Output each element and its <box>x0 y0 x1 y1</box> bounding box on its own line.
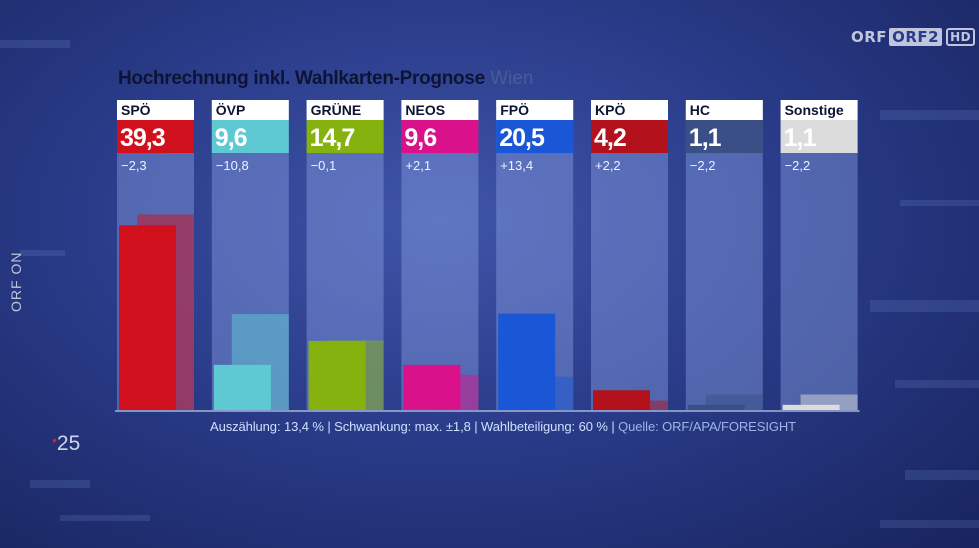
background-streak-4 <box>870 300 979 312</box>
change-label-fpo: +13,4 <box>500 158 533 173</box>
background-streak-3 <box>900 200 979 206</box>
year-mark-text: 25 <box>56 432 81 455</box>
chart-baseline <box>115 410 860 412</box>
change-label-ovp: −10,8 <box>216 158 249 173</box>
party-label-bg-grune <box>306 100 384 120</box>
bar-current-kpo <box>593 390 650 410</box>
channel-logo-orf: ORF <box>851 28 888 46</box>
background-streak-2 <box>880 110 979 120</box>
value-label-neos: 9,6 <box>404 124 436 152</box>
bar-current-fpo <box>498 313 556 410</box>
party-label-neos: NEOS <box>405 102 445 118</box>
bar-current-neos <box>403 364 461 410</box>
bar-current-grune <box>308 340 366 410</box>
year-dot-icon: • <box>52 432 57 448</box>
background-streak-5 <box>895 380 979 388</box>
hd-badge: HD <box>946 28 976 46</box>
value-label-hc: 1,1 <box>689 124 722 152</box>
value-box-ovp <box>211 120 289 153</box>
footer-sep-3: | <box>611 419 615 434</box>
value-label-spo: 39,3 <box>120 124 165 152</box>
background-streak-7 <box>30 480 90 488</box>
value-label-fpo: 20,5 <box>499 124 545 152</box>
value-box-neos <box>401 120 479 153</box>
value-label-kpo: 4,2 <box>594 124 626 152</box>
bar-current-spo <box>119 225 176 410</box>
year-mark: •25 <box>52 432 80 456</box>
change-label-hc: −2,2 <box>690 158 716 173</box>
party-label-bg-ovp <box>211 100 289 120</box>
chart-footer: Auszählung: 13,4 % | Schwankung: max. ±1… <box>210 419 796 434</box>
footer-fluctuation: Schwankung: max. ±1,8 <box>334 419 471 434</box>
value-box-grune <box>306 120 384 153</box>
value-box-fpo <box>496 120 574 153</box>
footer-sep-1: | <box>327 419 331 434</box>
value-box-spo <box>117 120 194 153</box>
party-label-bg-kpo <box>591 100 668 120</box>
bar-current-ovp <box>213 364 271 410</box>
party-label-bg-neos <box>401 100 479 120</box>
party-label-bg-sonstige <box>780 100 858 120</box>
value-box-kpo <box>591 120 668 153</box>
channel-logo: ORF ORF2 HD <box>851 27 976 47</box>
background-streak-8 <box>60 515 150 521</box>
party-label-bg-spo <box>117 100 194 120</box>
party-label-bg-hc <box>685 100 763 120</box>
background-streak-6 <box>905 470 979 480</box>
footer-counting: Auszählung: 13,4 % <box>210 419 324 434</box>
footer-sep-2: | <box>474 419 478 434</box>
footer-source: Quelle: ORF/APA/FORESIGHT <box>618 419 796 434</box>
value-box-hc <box>685 120 763 153</box>
value-box-sonstige <box>780 120 858 153</box>
background-streak-0 <box>0 40 70 48</box>
chart-title: Hochrechnung inkl. Wahlkarten-Prognose W… <box>118 68 533 90</box>
party-label-kpo: KPÖ <box>595 102 625 118</box>
background-streak-9 <box>880 520 979 528</box>
footer-turnout: Wahlbeteiligung: 60 % <box>481 419 608 434</box>
change-label-grune: −0,1 <box>311 158 337 173</box>
bar-current-hc <box>687 404 745 410</box>
chart-title-region: Wien <box>490 68 534 89</box>
party-label-bg-fpo <box>496 100 574 120</box>
party-label-fpo: FPÖ <box>500 102 529 118</box>
change-label-kpo: +2,2 <box>595 158 621 173</box>
channel-logo-number: ORF2 <box>889 28 943 46</box>
party-label-ovp: ÖVP <box>216 102 246 118</box>
party-label-hc: HC <box>690 102 710 118</box>
party-label-sonstige: Sonstige <box>785 102 844 118</box>
change-label-sonstige: −2,2 <box>785 158 811 173</box>
party-label-spo: SPÖ <box>121 102 151 118</box>
background-streak-1 <box>20 250 65 256</box>
bar-current-sonstige <box>782 404 840 410</box>
party-label-grune: GRÜNE <box>311 102 362 118</box>
value-label-grune: 14,7 <box>310 124 355 152</box>
chart-title-main: Hochrechnung inkl. Wahlkarten-Prognose <box>118 68 485 89</box>
value-label-ovp: 9,6 <box>215 124 247 152</box>
change-label-neos: +2,1 <box>405 158 431 173</box>
change-label-spo: −2,3 <box>121 158 147 173</box>
value-label-sonstige: 1,1 <box>784 124 817 152</box>
